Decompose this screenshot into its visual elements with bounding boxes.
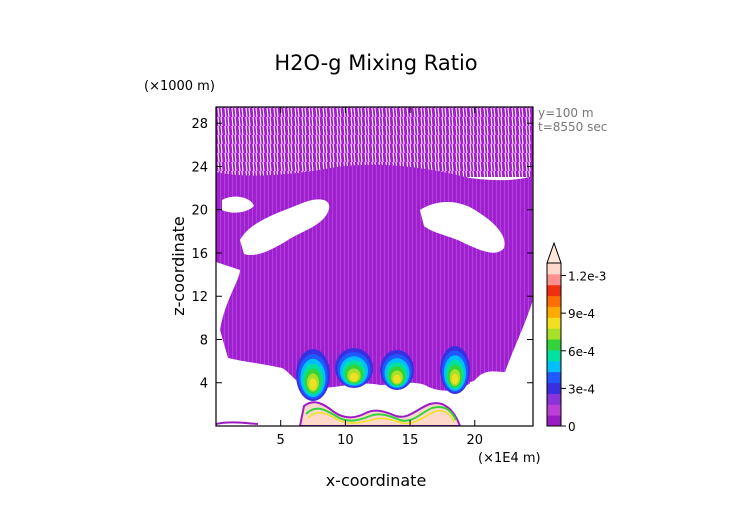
x-tick-label-20: 20: [467, 433, 484, 448]
convective-cells: [296, 346, 470, 401]
ground-line-left: [216, 421, 259, 425]
colorbar-swatch-12: [547, 295, 561, 307]
colorbar-extend-arrow: [546, 241, 562, 264]
colorbar-swatch-8: [547, 339, 561, 351]
mixing-ratio-field: [216, 164, 533, 391]
colorbar-swatch-2: [547, 404, 561, 416]
y-tick-label-4: 4: [200, 377, 208, 392]
colorbar-swatch-4: [547, 382, 561, 394]
y-tick-label-24: 24: [191, 160, 208, 175]
y-axis-label: z-coordinate: [169, 216, 188, 316]
y-unit-label: (×1000 m): [144, 79, 215, 94]
x-unit-label: (×1E4 m): [478, 451, 541, 466]
convective-cell-3-ring-7: [393, 374, 401, 384]
colorbar-tick-label-5: 1.2e-3: [568, 270, 606, 284]
convective-cell-2-ring-7: [349, 372, 359, 382]
surface-layer-core: [307, 410, 455, 425]
colorbar-swatch-14: [547, 273, 561, 286]
plot-area: [216, 107, 533, 426]
colorbar-swatch-6: [547, 360, 561, 373]
plot-frame: [215, 106, 534, 427]
colorbar-tick-label-3: 6e-4: [568, 345, 595, 359]
y-tick-label-28: 28: [191, 117, 208, 132]
colorbar-tick-label-4: 9e-4: [568, 307, 595, 321]
lower-clear-air: [216, 360, 533, 426]
chart-title: H2O-g Mixing Ratio: [274, 51, 477, 75]
colorbar-swatch-13: [547, 284, 561, 297]
colorbar-swatch-5: [547, 371, 561, 384]
y-tick-label-20: 20: [191, 204, 208, 219]
colorbar-swatch-9: [547, 328, 561, 340]
colorbar-tick-label-1: 0: [568, 420, 576, 434]
colorbar-swatch-3: [547, 393, 561, 405]
colorbar-tick-label-2: 3e-4: [568, 382, 595, 396]
x-axis-label: x-coordinate: [326, 471, 427, 490]
y-tick-label-12: 12: [191, 290, 208, 305]
cloud-gap-right: [420, 201, 505, 253]
y-tick-label-16: 16: [191, 247, 208, 262]
surface-layer-inner: [305, 406, 457, 422]
x-tick-label-5: 5: [277, 433, 285, 448]
convective-cell-1-ring-7: [309, 378, 317, 390]
y-tick-label-8: 8: [200, 333, 208, 348]
cloud-gap-upper-left: [222, 196, 254, 213]
x-tick-label-10: 10: [337, 433, 354, 448]
convective-cell-4-ring-7: [451, 373, 459, 385]
colorbar-swatch-1: [547, 415, 561, 427]
annotation-y: y=100 m: [538, 106, 594, 120]
colorbar-swatch-11: [547, 306, 561, 318]
colorbar-swatch-10: [547, 317, 561, 329]
cloud-gap-left: [240, 199, 330, 256]
annotation-t: t=8550 sec: [538, 120, 607, 134]
colorbar-swatch-15: [547, 263, 561, 275]
x-tick-label-15: 15: [402, 433, 419, 448]
colorbar-swatch-7: [547, 349, 561, 362]
